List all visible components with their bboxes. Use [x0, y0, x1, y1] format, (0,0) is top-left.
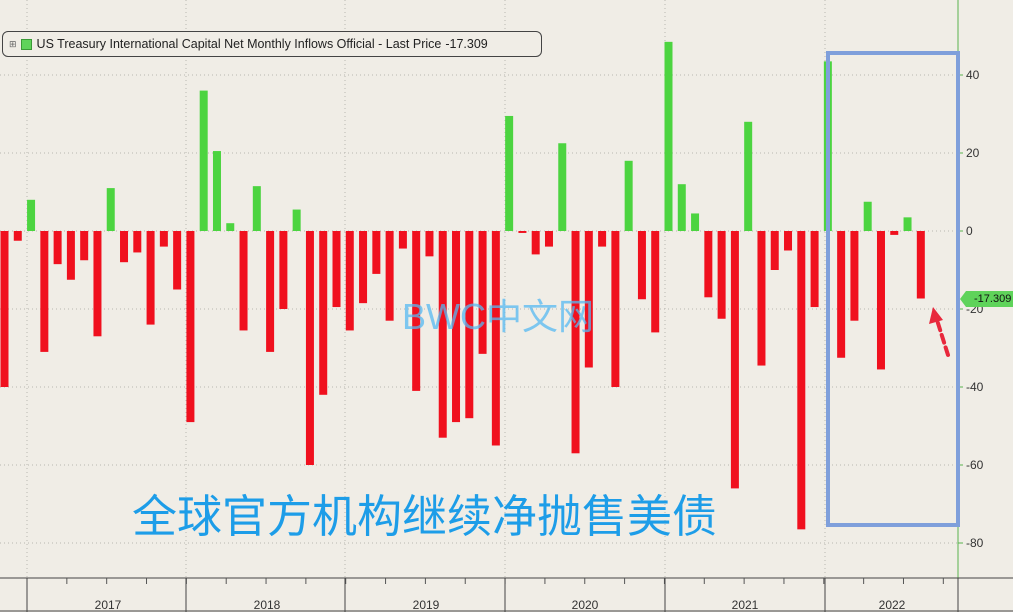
- bar: [186, 231, 195, 423]
- bar: [876, 231, 885, 370]
- bar: [890, 231, 899, 235]
- legend-label: US Treasury International Capital Net Mo…: [36, 37, 442, 51]
- bar: [491, 231, 500, 446]
- bar: [159, 231, 168, 247]
- bar: [212, 151, 221, 231]
- bar-series: [0, 41, 925, 530]
- bar: [704, 231, 713, 298]
- bar: [27, 199, 36, 231]
- bar: [558, 143, 567, 231]
- bar: [120, 231, 129, 263]
- annotations: [826, 51, 960, 527]
- bar: [199, 90, 208, 231]
- y-tick-label: 20: [966, 146, 980, 160]
- bar: [239, 231, 248, 331]
- bar: [173, 231, 182, 290]
- bar: [584, 231, 593, 368]
- y-tick-label: -60: [966, 458, 984, 472]
- expand-icon[interactable]: ⊞: [9, 38, 17, 49]
- bar: [146, 231, 155, 325]
- bar: [53, 231, 62, 265]
- bar: [13, 231, 22, 241]
- bar: [385, 231, 394, 321]
- bar: [133, 231, 142, 253]
- bar: [916, 231, 925, 299]
- x-tick-label: 2019: [413, 598, 440, 612]
- bar: [637, 231, 646, 300]
- bar: [850, 231, 859, 321]
- bar: [611, 231, 620, 387]
- bar: [784, 231, 793, 251]
- bar: [837, 231, 846, 358]
- bar: [359, 231, 368, 304]
- arrow-head: [929, 307, 943, 324]
- bar: [438, 231, 447, 438]
- bar: [40, 231, 49, 352]
- bar: [266, 231, 275, 352]
- bar: [319, 231, 328, 395]
- bar: [757, 231, 766, 366]
- bar: [797, 231, 806, 530]
- y-tick-label: 0: [966, 224, 973, 238]
- x-tick-label: 2018: [254, 598, 281, 612]
- bar: [903, 217, 912, 231]
- bar: [465, 231, 474, 419]
- bar: [571, 231, 580, 454]
- bar: [691, 213, 700, 231]
- x-tick-label: 2020: [572, 598, 599, 612]
- last-price-badge: -17.309: [960, 291, 1013, 307]
- bar: [412, 231, 421, 391]
- bar: [810, 231, 819, 308]
- y-tick-label: -80: [966, 536, 984, 550]
- x-tick-label: 2017: [95, 598, 122, 612]
- watermark-text: BWC中文网: [402, 296, 594, 337]
- bar: [717, 231, 726, 319]
- bar: [345, 231, 354, 331]
- bar: [226, 223, 235, 231]
- bar: [770, 231, 779, 270]
- bar: [677, 184, 686, 231]
- bar: [664, 41, 673, 231]
- headline-caption: 全球官方机构继续净抛售美债: [132, 490, 718, 543]
- bar: [651, 231, 660, 333]
- bar: [598, 231, 607, 247]
- bar: [425, 231, 434, 257]
- bar: [252, 186, 261, 231]
- x-tick-label: 2022: [879, 598, 906, 612]
- y-tick-label: -40: [966, 380, 984, 394]
- bar: [305, 231, 314, 465]
- bar: [452, 231, 461, 423]
- bar: [372, 231, 381, 274]
- bar: [292, 209, 301, 231]
- bar: [279, 231, 288, 309]
- bar: [863, 201, 872, 231]
- x-tick-label: 2021: [732, 598, 759, 612]
- bar: [398, 231, 407, 249]
- chart-legend: ⊞ US Treasury International Capital Net …: [2, 31, 542, 57]
- highlight-box: [826, 51, 960, 527]
- legend-last-price: -17.309: [445, 37, 488, 51]
- bar: [332, 231, 341, 308]
- bar: [80, 231, 89, 261]
- bar: [730, 231, 739, 489]
- arrow-line: [935, 318, 950, 357]
- legend-swatch: [20, 38, 32, 50]
- bar: [93, 231, 102, 337]
- bar: [744, 121, 753, 231]
- bar: [544, 231, 553, 247]
- bar: [531, 231, 540, 255]
- bar: [624, 160, 633, 231]
- bar: [0, 231, 9, 387]
- bar: [505, 115, 514, 231]
- bar: [518, 231, 527, 233]
- bar: [66, 231, 75, 280]
- bar: [106, 188, 115, 231]
- y-tick-label: 40: [966, 68, 980, 82]
- bar: [478, 231, 487, 354]
